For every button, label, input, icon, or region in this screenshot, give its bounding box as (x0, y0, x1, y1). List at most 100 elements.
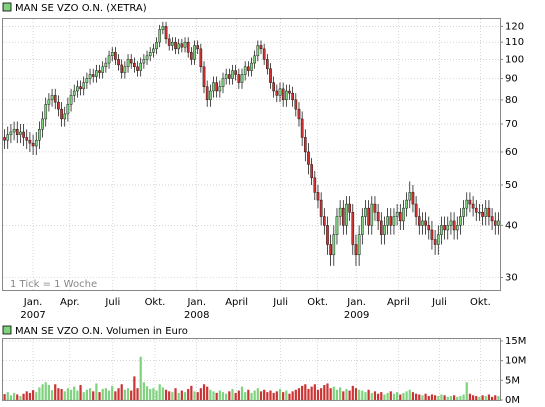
volume-bar (430, 394, 434, 400)
candle-body (120, 64, 124, 73)
volume-bar (174, 388, 177, 400)
candle-body (15, 129, 19, 135)
volume-bar (31, 390, 35, 400)
candle-body (341, 207, 345, 226)
candle-body (443, 225, 446, 231)
candle-body (481, 212, 484, 217)
candle-body (332, 234, 336, 256)
candle-body (402, 207, 405, 222)
candle-body (281, 88, 285, 101)
candle-body (183, 41, 187, 48)
candle-body (250, 62, 253, 71)
candle-body (408, 192, 412, 201)
volume-bar (6, 392, 9, 400)
candle-body (462, 207, 465, 217)
candle-body (424, 220, 427, 226)
candle-body (145, 55, 149, 60)
candle-body (430, 229, 434, 240)
volume-bar (215, 392, 218, 400)
volume-bar (240, 386, 244, 400)
candle-body (288, 90, 291, 94)
legend-swatch (2, 325, 12, 335)
volume-bar (126, 388, 130, 400)
candle-body (436, 234, 440, 245)
candle-body (158, 29, 162, 43)
volume-bar (199, 388, 202, 400)
candle-body (326, 225, 329, 245)
volume-bar (497, 396, 500, 400)
volume-bar (354, 388, 358, 400)
volume-bar (19, 396, 22, 400)
y-tick-label: 40 (505, 220, 518, 231)
x-tick-label: Okt. (470, 297, 491, 308)
volume-bar (440, 394, 443, 400)
volume-bar (263, 389, 266, 400)
volume-bar (98, 392, 101, 400)
volume-bar (256, 388, 259, 400)
volume-bar (206, 386, 209, 400)
candle-body (310, 164, 313, 179)
candle-body (79, 86, 82, 90)
candle-body (212, 82, 215, 92)
volume-bar (313, 384, 316, 400)
volume-bar (85, 389, 88, 400)
candle-body (209, 90, 212, 101)
volume-bar (259, 391, 263, 400)
plot-frame (2, 18, 501, 291)
volume-bar (158, 384, 161, 400)
candle-body (354, 244, 358, 256)
candle-body (459, 216, 462, 226)
candle-body (110, 52, 114, 57)
volume-bar (310, 386, 313, 400)
volume-bar (25, 391, 28, 400)
candle-body (126, 59, 130, 68)
candle-body (57, 101, 60, 110)
volume-bar (456, 396, 459, 400)
volume-bar (104, 388, 107, 400)
candle-body (348, 203, 351, 213)
volume-bar (402, 392, 405, 400)
candle-body (446, 225, 450, 231)
volume-bar (142, 382, 145, 400)
candle-body (152, 48, 155, 53)
candle-body (85, 78, 89, 83)
candle-body (205, 86, 209, 101)
candle-body (478, 212, 481, 214)
candle-body (136, 66, 139, 71)
volume-bar (335, 389, 339, 400)
candle-body (66, 104, 70, 115)
candle-body (278, 88, 282, 96)
candle-body (364, 207, 367, 217)
volume-bar (47, 385, 51, 400)
volume-bar (161, 387, 164, 400)
x-tick-year: 2009 (344, 310, 369, 321)
volume-bar (392, 393, 396, 400)
volume-bar (88, 388, 92, 400)
candle-body (25, 137, 29, 141)
candle-body (218, 86, 222, 92)
volume-bar (190, 385, 193, 400)
volume-bar (69, 389, 73, 400)
volume-bar (348, 390, 351, 400)
volume-bar (326, 383, 329, 400)
chart-title: MAN SE VZO O.N. (XETRA) (15, 3, 147, 14)
volume-bar (16, 394, 19, 400)
volume-bar (247, 389, 250, 400)
volume-bar (22, 393, 25, 400)
candle-body (452, 220, 456, 231)
volume-bar (107, 390, 111, 400)
volume-bar (481, 395, 484, 400)
volume-bar (399, 394, 402, 400)
volume-bar (193, 391, 196, 400)
candle-body (259, 45, 263, 50)
volume-bar (180, 390, 183, 400)
x-tick-label: Jan. (346, 297, 366, 308)
volume-bar (301, 385, 304, 400)
volume-bar (266, 392, 269, 400)
candle-body (253, 55, 256, 64)
candle-body (76, 86, 79, 92)
volume-bar (12, 392, 16, 400)
y-tick-label: 90 (505, 74, 518, 85)
x-tick-label: Jan. (23, 297, 43, 308)
